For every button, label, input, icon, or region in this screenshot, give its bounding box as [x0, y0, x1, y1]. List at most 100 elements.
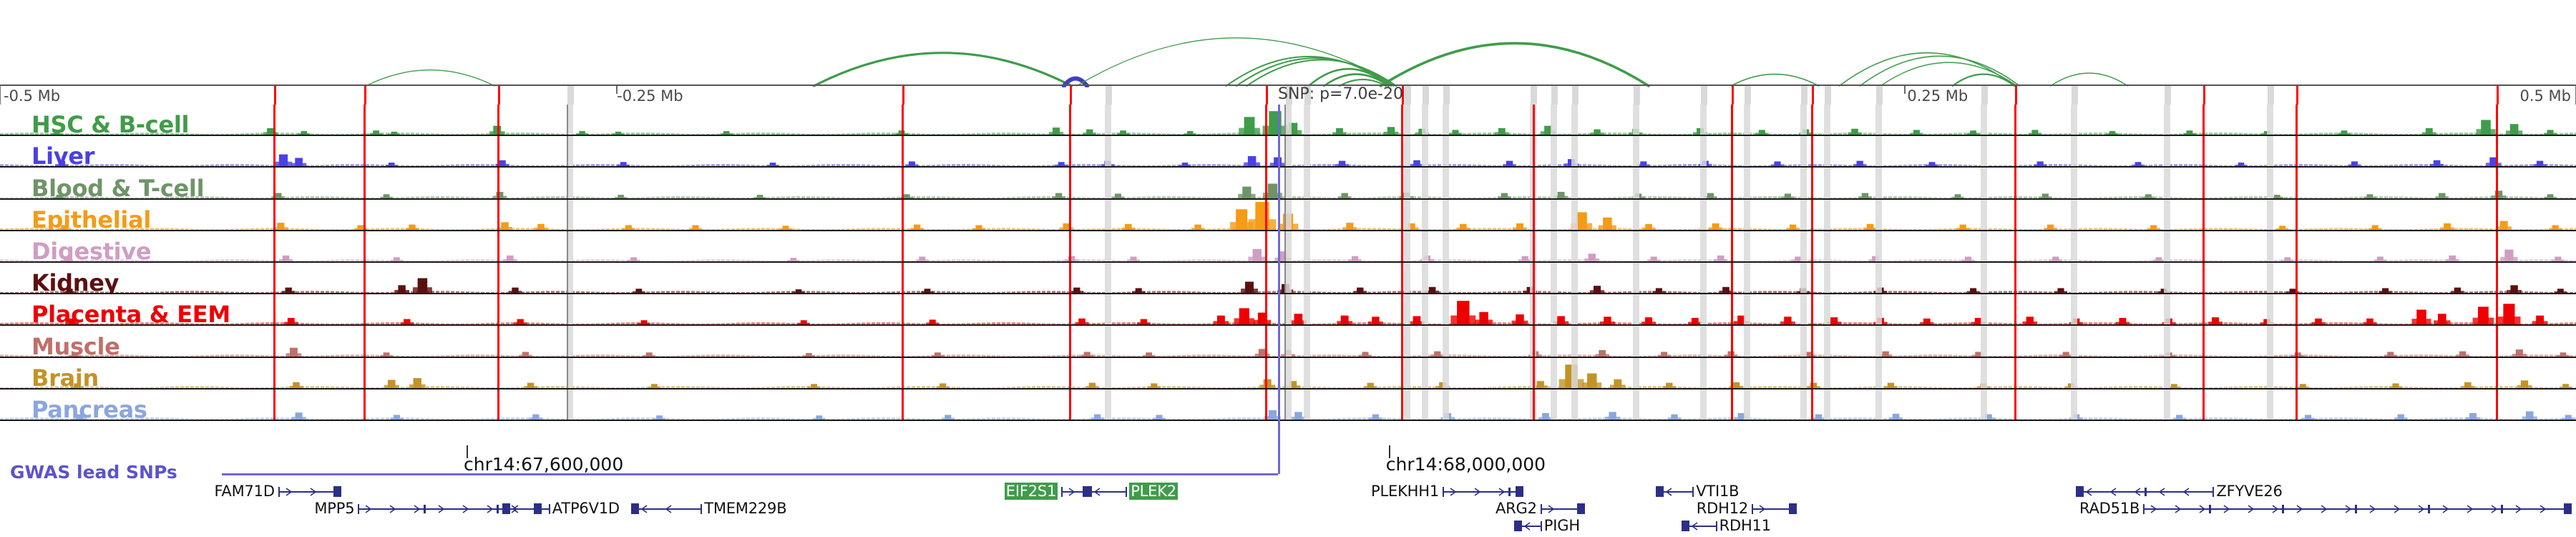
highlight-band: [1285, 199, 1292, 230]
snp-marker-line: [2014, 136, 2017, 167]
snp-marker-line: [2202, 326, 2205, 357]
gene-atp6v1d[interactable]: ATP6V1D: [0, 500, 2576, 517]
snp-marker-line: [1069, 326, 1071, 357]
gene-zfyve26[interactable]: ZFYVE26: [0, 483, 2576, 500]
snp-marker-line: [1533, 294, 1535, 325]
reference-line: [567, 136, 568, 167]
snp-marker-line: [2496, 199, 2499, 230]
snp-marker-line: [363, 231, 366, 261]
gene-plek2[interactable]: PLEK2: [0, 483, 2576, 500]
highlight-band: [2164, 326, 2170, 357]
highlight-band: [1800, 389, 1807, 420]
track-digestive[interactable]: Digestive: [0, 231, 2576, 263]
gene-end-cap: [278, 487, 280, 497]
gene-mpp5[interactable]: MPP5: [0, 500, 2576, 517]
snp-marker-line: [273, 168, 275, 198]
highlight-band: [1875, 199, 1882, 230]
gene-plekhh1[interactable]: PLEKHH1: [0, 483, 2576, 500]
snp-marker-line: [2202, 294, 2205, 325]
snp-marker-line: [1810, 389, 1813, 420]
highlight-band: [1303, 357, 1310, 388]
highlight-band: [1105, 262, 1112, 294]
snp-marker-line: [363, 357, 366, 388]
highlight-band: [2164, 262, 2170, 294]
snp-marker-line: [1731, 231, 1734, 261]
gene-exon: [2145, 488, 2147, 496]
gene-end-cap: [358, 504, 360, 514]
snp-marker-line: [1533, 262, 1535, 294]
snp-marker-line: [1069, 262, 1071, 294]
highlight-band: [1443, 357, 1449, 388]
track-kidney[interactable]: Kidney: [0, 262, 2576, 295]
highlight-band: [1633, 326, 1640, 357]
track-placenta-eem[interactable]: Placenta & EEM: [0, 294, 2576, 326]
reference-line: [1284, 136, 1286, 167]
gene-tmem229b[interactable]: TMEM229B: [0, 500, 2576, 517]
highlight-band: [1105, 326, 1112, 357]
track-hsc-b-cell[interactable]: HSC & B-cell: [0, 105, 2576, 137]
track-epithelial[interactable]: Epithelial: [0, 199, 2576, 231]
gene-end-cap: [1715, 521, 1717, 531]
gene-strand-arrow: [2394, 504, 2401, 514]
snp-marker-line: [2295, 199, 2298, 230]
highlight-band: [1981, 357, 1988, 388]
highlight-band: [1443, 199, 1449, 230]
highlight-band: [1105, 105, 1112, 135]
gene-strand-arrow: [2515, 504, 2522, 514]
highlight-band: [1800, 136, 1807, 167]
snp-marker-line: [363, 326, 366, 357]
gene-fam71d[interactable]: FAM71D: [0, 483, 2576, 500]
gene-strand-arrow: [2369, 504, 2376, 514]
highlight-band: [1633, 136, 1640, 167]
highlight-band: [1443, 168, 1449, 198]
snp-marker-line: [497, 357, 499, 388]
gene-rdh12[interactable]: RDH12: [0, 500, 2576, 517]
gene-strand-arrow: [1524, 521, 1531, 531]
gene-name-label: VTI1B: [1696, 483, 1740, 500]
ruler-snp-tick: [1402, 86, 1405, 105]
ruler-highlight-band: [1875, 86, 1883, 105]
gwas-lead-snps-label: GWAS lead SNPs: [10, 462, 177, 483]
snp-marker-line: [1264, 136, 1267, 167]
highlight-band: [1700, 294, 1707, 325]
gene-pigh[interactable]: PIGH: [0, 517, 2576, 534]
track-pancreas[interactable]: Pancreas: [0, 389, 2576, 421]
ruler-snp-tick: [2015, 86, 2018, 105]
highlight-band: [1422, 294, 1429, 325]
highlight-band: [1404, 389, 1410, 420]
snp-marker-line: [1810, 262, 1813, 294]
snp-marker-line: [273, 136, 275, 167]
gene-strand-arrow: [1094, 487, 1101, 497]
gene-rdh11[interactable]: RDH11: [0, 517, 2576, 534]
track-muscle[interactable]: Muscle: [0, 326, 2576, 358]
gene-exon: [2428, 505, 2431, 513]
gene-strand-arrow: [1068, 487, 1075, 497]
gene-vti1b[interactable]: VTI1B: [0, 483, 2576, 500]
highlight-band: [2164, 136, 2170, 167]
highlight-band: [1700, 136, 1707, 167]
track-brain[interactable]: Brain: [0, 357, 2576, 390]
highlight-band: [1571, 389, 1578, 420]
gene-rad51b[interactable]: RAD51B: [0, 500, 2576, 517]
highlight-band: [1823, 168, 1830, 198]
gene-exon: [2282, 505, 2285, 513]
highlight-band: [1981, 262, 1988, 294]
highlight-band: [2071, 389, 2078, 420]
highlight-band: [1422, 199, 1429, 230]
track-liver[interactable]: Liver: [0, 136, 2576, 168]
highlight-band: [1571, 199, 1578, 230]
gene-arg2[interactable]: ARG2: [0, 500, 2576, 517]
highlight-band: [1875, 389, 1882, 420]
gene-body: [633, 508, 701, 510]
track-blood-t-cell[interactable]: Blood & T-cell: [0, 168, 2576, 200]
highlight-band: [1285, 136, 1292, 167]
snp-marker-line: [2202, 136, 2205, 167]
gene-exon: [2501, 505, 2504, 513]
highlight-band: [1105, 357, 1112, 388]
highlight-band: [1422, 136, 1429, 167]
snp-marker-line: [2202, 357, 2205, 388]
genomic-ruler[interactable]: -0.5 Mb -0.25 Mb 0.25 Mb 0.5 Mb: [0, 84, 2576, 105]
gene-eif2s1[interactable]: EIF2S1: [0, 483, 2576, 500]
snp-marker-line: [2014, 231, 2017, 261]
